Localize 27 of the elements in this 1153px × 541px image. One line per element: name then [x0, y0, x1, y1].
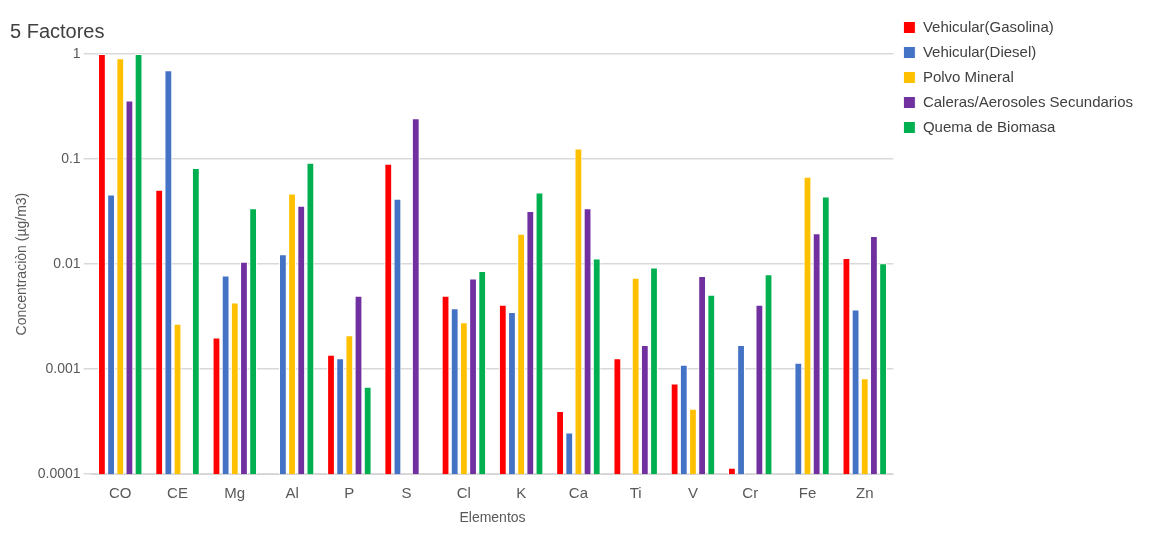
x-tick-label: S — [401, 484, 412, 502]
y-tick-label: 0.0001 — [37, 465, 81, 482]
y-tick-label: 0.1 — [61, 149, 81, 166]
x-tick-label: P — [344, 484, 355, 502]
y-tick-label: 0.01 — [53, 254, 81, 271]
y-tick-label: 0.001 — [45, 360, 81, 377]
x-tick-label: Cr — [742, 484, 759, 502]
legend-label: Quema de Biomasa — [922, 117, 1057, 135]
x-tick-label: K — [516, 484, 527, 502]
x-tick-label: Al — [285, 484, 299, 502]
y-tick-label: 1 — [72, 44, 81, 61]
x-tick-label: Zn — [856, 484, 874, 502]
legend-label: Vehicular(Gasolina) — [922, 17, 1054, 35]
legend-label: Vehicular(Diesel) — [922, 42, 1037, 60]
x-tick-label: Fe — [798, 484, 817, 502]
x-tick-label: Ca — [568, 484, 589, 502]
x-tick-label: Mg — [224, 484, 246, 502]
legend-label: Caleras/Aerosoles Secundarios — [922, 92, 1134, 110]
x-tick-label: CO — [109, 484, 132, 502]
x-tick-label: CE — [167, 484, 188, 502]
x-tick-label: Cl — [456, 484, 471, 502]
x-tick-label: V — [687, 484, 698, 502]
x-tick-label: Ti — [629, 484, 642, 502]
y-axis-title: Concentraciòn (µg/m3) — [13, 192, 30, 336]
legend-label: Polvo Mineral — [922, 67, 1014, 85]
chart-title: 5 Factores — [10, 19, 105, 42]
x-axis-title: Elementos — [459, 509, 526, 526]
